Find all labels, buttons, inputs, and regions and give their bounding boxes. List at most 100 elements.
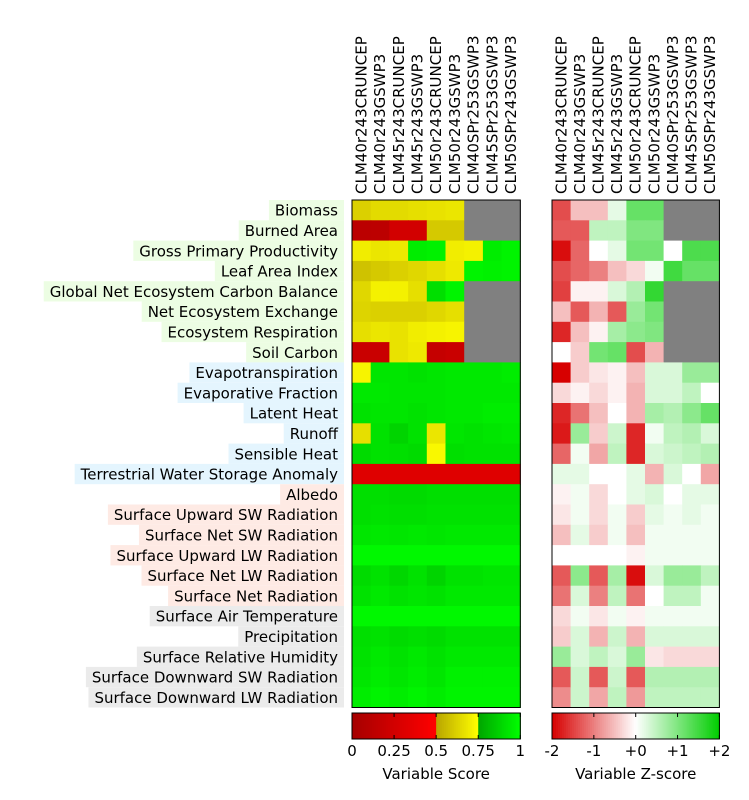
zscore-cell xyxy=(607,484,627,505)
zscore-cell xyxy=(700,260,720,282)
column-label: CLM40r243CRUNCEP xyxy=(552,36,570,194)
zscore-cell xyxy=(607,240,627,262)
score-cell xyxy=(352,484,372,505)
zscore-cell xyxy=(552,281,572,302)
colorbar-segment xyxy=(510,713,513,739)
score-cell xyxy=(482,342,503,363)
colorbar-segment xyxy=(697,713,701,739)
score-cell xyxy=(482,301,503,323)
row-label-background xyxy=(161,321,344,343)
zscore-cell xyxy=(607,423,627,445)
colorbar-segment xyxy=(677,713,681,739)
score-cell xyxy=(389,484,409,505)
score-cell xyxy=(482,545,503,566)
colorbar-tick-label: -1 xyxy=(586,742,601,760)
score-cell xyxy=(501,443,521,465)
colorbar-tick-label: 1 xyxy=(516,742,526,760)
colorbar-segment xyxy=(400,713,403,739)
colorbar-segment xyxy=(446,713,449,739)
row-label-background xyxy=(110,545,344,566)
score-cell xyxy=(501,687,521,708)
colorbar-segment xyxy=(569,713,573,739)
row-label: Global Net Ecosystem Carbon Balance xyxy=(50,283,338,301)
row-label: Gross Primary Productivity xyxy=(139,242,338,260)
zscore-cell xyxy=(570,443,590,465)
colorbar-segment xyxy=(488,713,491,739)
colorbar-segment xyxy=(679,713,683,739)
zscore-cell xyxy=(682,382,702,404)
score-cell xyxy=(482,687,503,708)
score-cell xyxy=(408,423,428,445)
colorbar-segment xyxy=(675,713,679,739)
zscore-cell xyxy=(607,524,627,546)
colorbar-segment xyxy=(402,713,405,739)
zscore-cell xyxy=(570,626,590,648)
colorbar-segment xyxy=(408,713,411,739)
zscore-cell xyxy=(589,585,609,607)
zscore-cell xyxy=(607,281,627,302)
zscore-cell xyxy=(700,220,720,242)
zscore-cell xyxy=(682,585,702,607)
column-label: CLM50r243CRUNCEP xyxy=(627,36,645,194)
score-cell xyxy=(482,646,503,668)
colorbar-segment xyxy=(607,713,611,739)
score-cell xyxy=(352,423,372,445)
score-cell xyxy=(464,443,484,465)
zscore-cell xyxy=(552,626,572,648)
zscore-cell xyxy=(682,545,702,566)
row-label: Surface Upward LW Radiation xyxy=(116,547,338,565)
score-cell xyxy=(370,504,390,526)
zscore-cell xyxy=(570,321,590,343)
column-label: CLM50r243GSWP3 xyxy=(645,54,663,194)
score-cell xyxy=(464,666,484,688)
row-label: Soil Carbon xyxy=(252,344,338,362)
zscore-cell xyxy=(645,260,665,282)
score-cell xyxy=(408,281,428,302)
row-label: Precipitation xyxy=(244,628,338,646)
score-cell xyxy=(370,281,390,302)
zscore-cell xyxy=(570,260,590,282)
zscore-cell xyxy=(607,260,627,282)
zscore-cell xyxy=(589,220,609,242)
score-cell xyxy=(501,463,521,485)
column-label: CLM45SPr253GSWP3 xyxy=(483,35,501,194)
score-cell xyxy=(464,524,484,546)
row-label: Evapotranspiration xyxy=(195,364,338,382)
score-cell xyxy=(501,342,521,363)
score-cell xyxy=(352,281,372,302)
zscore-cell xyxy=(682,606,702,627)
score-cell xyxy=(482,606,503,627)
zscore-cell xyxy=(589,260,609,282)
zscore-cell xyxy=(700,443,720,465)
colorbar-segment xyxy=(615,713,619,739)
score-cell xyxy=(370,545,390,566)
colorbar-segment xyxy=(589,713,593,739)
zscore-cell xyxy=(626,220,646,242)
zscore-cell xyxy=(626,403,646,424)
column-label: CLM40SPr253GSWP3 xyxy=(465,35,483,194)
score-cell xyxy=(370,362,390,384)
zscore-cell xyxy=(626,504,646,526)
score-cell xyxy=(426,362,446,384)
row-label-background xyxy=(168,585,344,606)
score-cell xyxy=(464,423,484,445)
zscore-cell xyxy=(607,504,627,526)
zscore-cell xyxy=(682,220,702,242)
score-cell xyxy=(445,403,465,424)
zscore-cell xyxy=(645,342,665,363)
colorbar-segment xyxy=(474,713,477,739)
zscore-heatmap xyxy=(552,200,720,708)
score-cell xyxy=(370,382,390,404)
zscore-cell xyxy=(626,606,646,627)
zscore-cell xyxy=(589,463,609,485)
score-cell xyxy=(389,524,409,546)
score-cell xyxy=(408,606,428,627)
colorbar-segment xyxy=(438,713,441,739)
row-label: Terrestrial Water Storage Anomaly xyxy=(80,466,338,484)
zscore-cell xyxy=(570,281,590,302)
zscore-cell xyxy=(552,545,572,566)
row-label-background xyxy=(228,443,344,464)
score-cell xyxy=(464,321,484,343)
score-cell xyxy=(352,463,372,485)
